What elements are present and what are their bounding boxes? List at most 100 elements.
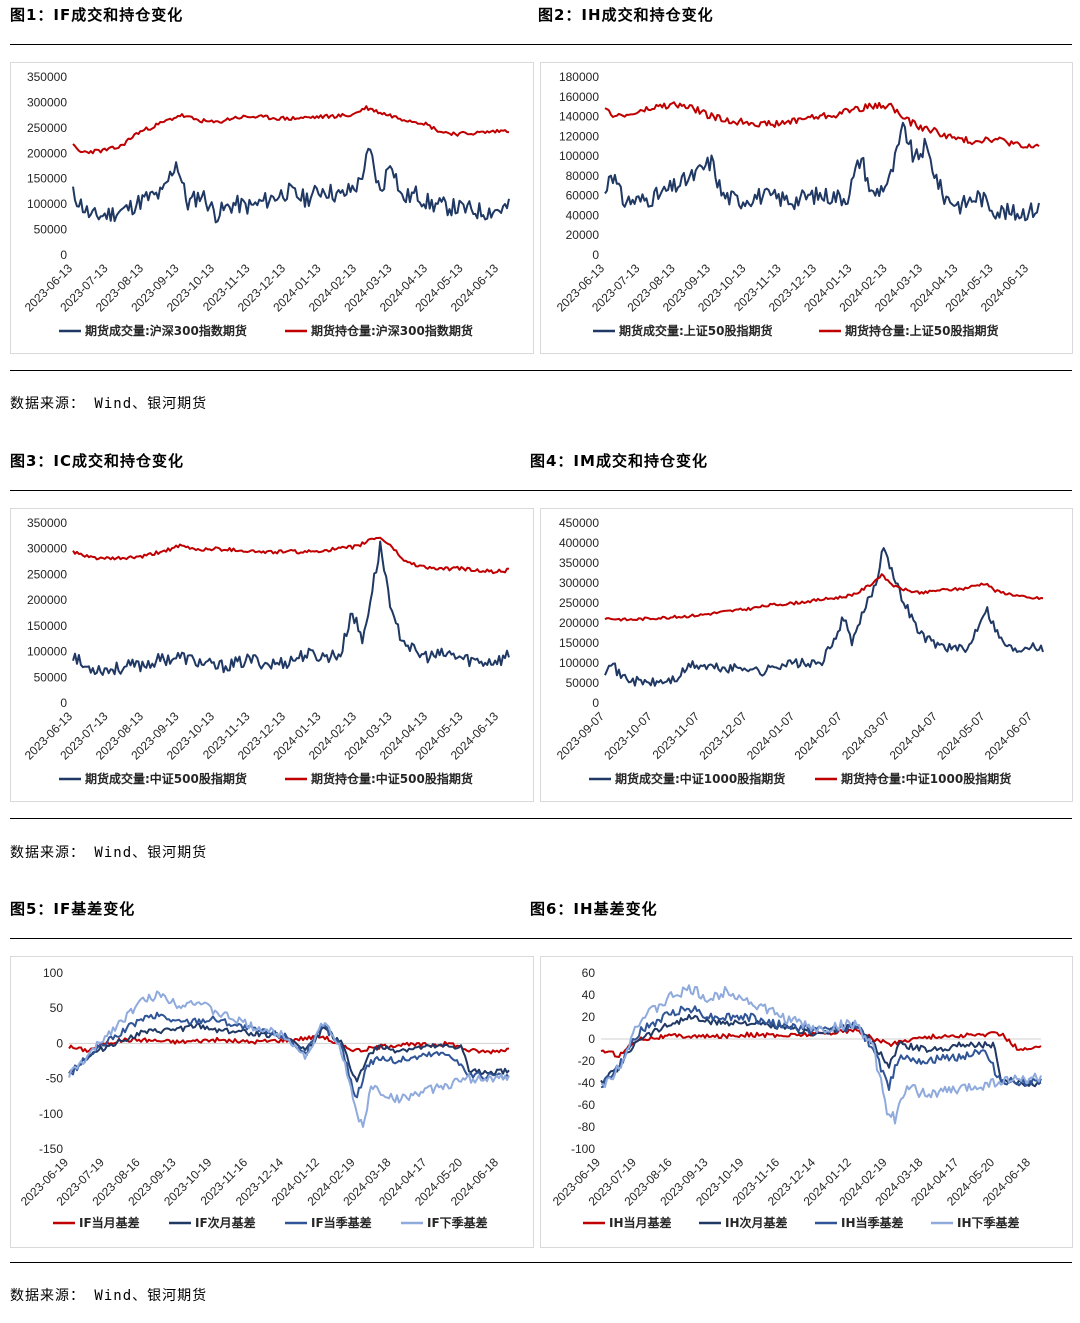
series-line-3 <box>68 1011 510 1099</box>
y-tick-label: 0 <box>592 696 599 710</box>
y-tick-label: 40 <box>582 988 596 1002</box>
series-line-2 <box>604 101 1040 149</box>
figure-3-title: 图3：IC成交和持仓变化 <box>10 452 185 470</box>
chart-panel-3: 0 50000 100000 150000 200000 250000 300000 3500… <box>10 508 534 802</box>
figure-2-title: 图2：IH成交和持仓变化 <box>538 6 714 24</box>
y-tick-label: 50 <box>50 1001 64 1015</box>
y-tick-label: -60 <box>578 1098 596 1112</box>
y-tick-label: 100000 <box>559 149 599 163</box>
y-tick-label: 40000 <box>566 208 600 222</box>
chart-5: -150-100-500501002023-06-192023-07-19202… <box>18 966 510 1230</box>
y-tick-label: 350000 <box>27 70 67 84</box>
y-tick-label: 0 <box>592 248 599 262</box>
divider-rule <box>10 370 1072 371</box>
legend-label: 期货持仓量:上证50股指期货 <box>845 323 999 338</box>
legend-label: IF当月基差 <box>79 1215 140 1230</box>
data-source: 数据来源： Wind、银河期货 <box>10 396 208 412</box>
chart-1: 0 50000 100000 150000 200000 250000 300000 3500… <box>22 70 510 338</box>
y-tick-label: 200000 <box>27 146 67 160</box>
series-line-2 <box>72 536 510 575</box>
chart-4: 0 50000 100000 150000 200000 250000 300000 3500… <box>554 516 1044 786</box>
chart-panel-5: -150 -100 -50 0 50 100 2023-06-19 2023-07-19 202… <box>10 956 534 1248</box>
legend-label: IH次月基差 <box>725 1215 788 1230</box>
y-tick-label: -100 <box>571 1142 595 1156</box>
divider-rule <box>10 938 1072 939</box>
y-tick-label: 300000 <box>27 542 67 556</box>
y-tick-label: 450000 <box>559 516 599 530</box>
series-line-2 <box>600 1013 1042 1088</box>
y-tick-label: 50000 <box>566 676 600 690</box>
y-tick-label: 60 <box>582 966 596 980</box>
y-tick-label: 200000 <box>27 593 67 607</box>
x-tick-label: 2024-06-07 <box>982 709 1036 763</box>
figure-1-title: 图1：IF成交和持仓变化 <box>10 6 184 24</box>
x-tick-label: 2023-12-07 <box>696 709 750 763</box>
y-tick-label: 150000 <box>559 636 599 650</box>
legend-label: 期货成交量:中证500股指期货 <box>85 771 247 786</box>
x-tick-label: 2024-01-07 <box>744 709 798 763</box>
y-tick-label: 20000 <box>566 228 600 242</box>
y-tick-label: 50000 <box>34 670 68 684</box>
y-tick-label: -100 <box>39 1107 63 1121</box>
chart-3: 0 50000 100000 150000 200000 250000 300000 3500… <box>22 516 510 786</box>
x-tick-label: 2023-11-07 <box>650 709 703 762</box>
divider-rule <box>10 44 1072 45</box>
chart-panel-6: -100 -80 -60 -40 -20 0 20 40 60 2023-06-19 2023-07… <box>540 956 1073 1248</box>
y-tick-label: 350000 <box>559 556 599 570</box>
figure-6-title: 图6：IH基差变化 <box>530 900 658 918</box>
y-tick-label: 150000 <box>27 619 67 633</box>
series-line-1 <box>604 547 1044 687</box>
divider-rule <box>10 490 1072 491</box>
legend-label: 期货持仓量:中证500股指期货 <box>311 771 473 786</box>
legend-label: IF下季基差 <box>427 1215 488 1230</box>
legend-label: IH当季基差 <box>841 1215 904 1230</box>
y-tick-label: 400000 <box>559 536 599 550</box>
series-line-4 <box>600 984 1042 1125</box>
y-tick-label: 150000 <box>27 172 67 186</box>
series-line-4 <box>68 990 510 1128</box>
y-tick-label: 60000 <box>566 189 600 203</box>
figure-4-title: 图4：IM成交和持仓变化 <box>530 452 708 470</box>
y-tick-label: 300000 <box>559 576 599 590</box>
divider-rule <box>10 818 1072 819</box>
y-tick-label: 0 <box>60 248 67 262</box>
y-tick-label: 0 <box>588 1032 595 1046</box>
legend-label: IH下季基差 <box>957 1215 1020 1230</box>
y-tick-label: -40 <box>578 1076 596 1090</box>
y-tick-label: 100000 <box>559 656 599 670</box>
legend-label: 期货持仓量:中证1000股指期货 <box>841 771 1011 786</box>
data-source: 数据来源： Wind、银河期货 <box>10 1288 208 1304</box>
y-tick-label: 20 <box>582 1010 596 1024</box>
x-tick-label: 2024-02-07 <box>792 709 846 763</box>
y-tick-label: -150 <box>39 1142 63 1156</box>
y-tick-label: -50 <box>46 1072 64 1086</box>
legend-label: IH当月基差 <box>609 1215 672 1230</box>
y-tick-label: 250000 <box>559 596 599 610</box>
y-tick-label: 200000 <box>559 616 599 630</box>
y-tick-label: 250000 <box>27 121 67 135</box>
chart-panel-1: 0 50000 100000 150000 200000 250000 300000 3500… <box>10 62 534 354</box>
y-tick-label: 180000 <box>559 70 599 84</box>
legend-label: 期货持仓量:沪深300指数期货 <box>311 323 473 338</box>
x-tick-label: 2024-04-07 <box>887 709 941 763</box>
y-tick-label: 140000 <box>559 110 599 124</box>
x-tick-label: 2024-05-07 <box>934 709 988 763</box>
series-line-1 <box>72 147 510 224</box>
legend-label: 期货成交量:中证1000股指期货 <box>615 771 785 786</box>
chart-6: -100-80-60-40-2002040602023-06-192023-07… <box>550 966 1042 1230</box>
legend-label: 期货成交量:上证50股指期货 <box>619 323 773 338</box>
y-tick-label: 100000 <box>27 197 67 211</box>
y-tick-label: 0 <box>56 1036 63 1050</box>
chart-panel-2: 0 20000 40000 60000 80000 100000 120000 140000 1… <box>540 62 1073 354</box>
legend-label: IF当季基差 <box>311 1215 372 1230</box>
series-line-2 <box>604 573 1044 622</box>
y-tick-label: 100000 <box>27 645 67 659</box>
y-tick-label: 250000 <box>27 567 67 581</box>
y-tick-label: 350000 <box>27 516 67 530</box>
y-tick-label: 100 <box>43 966 63 980</box>
series-line-2 <box>72 105 510 155</box>
y-tick-label: 50000 <box>34 223 68 237</box>
y-tick-label: 120000 <box>559 129 599 143</box>
legend-label: IF次月基差 <box>195 1215 256 1230</box>
y-tick-label: 160000 <box>559 90 599 104</box>
